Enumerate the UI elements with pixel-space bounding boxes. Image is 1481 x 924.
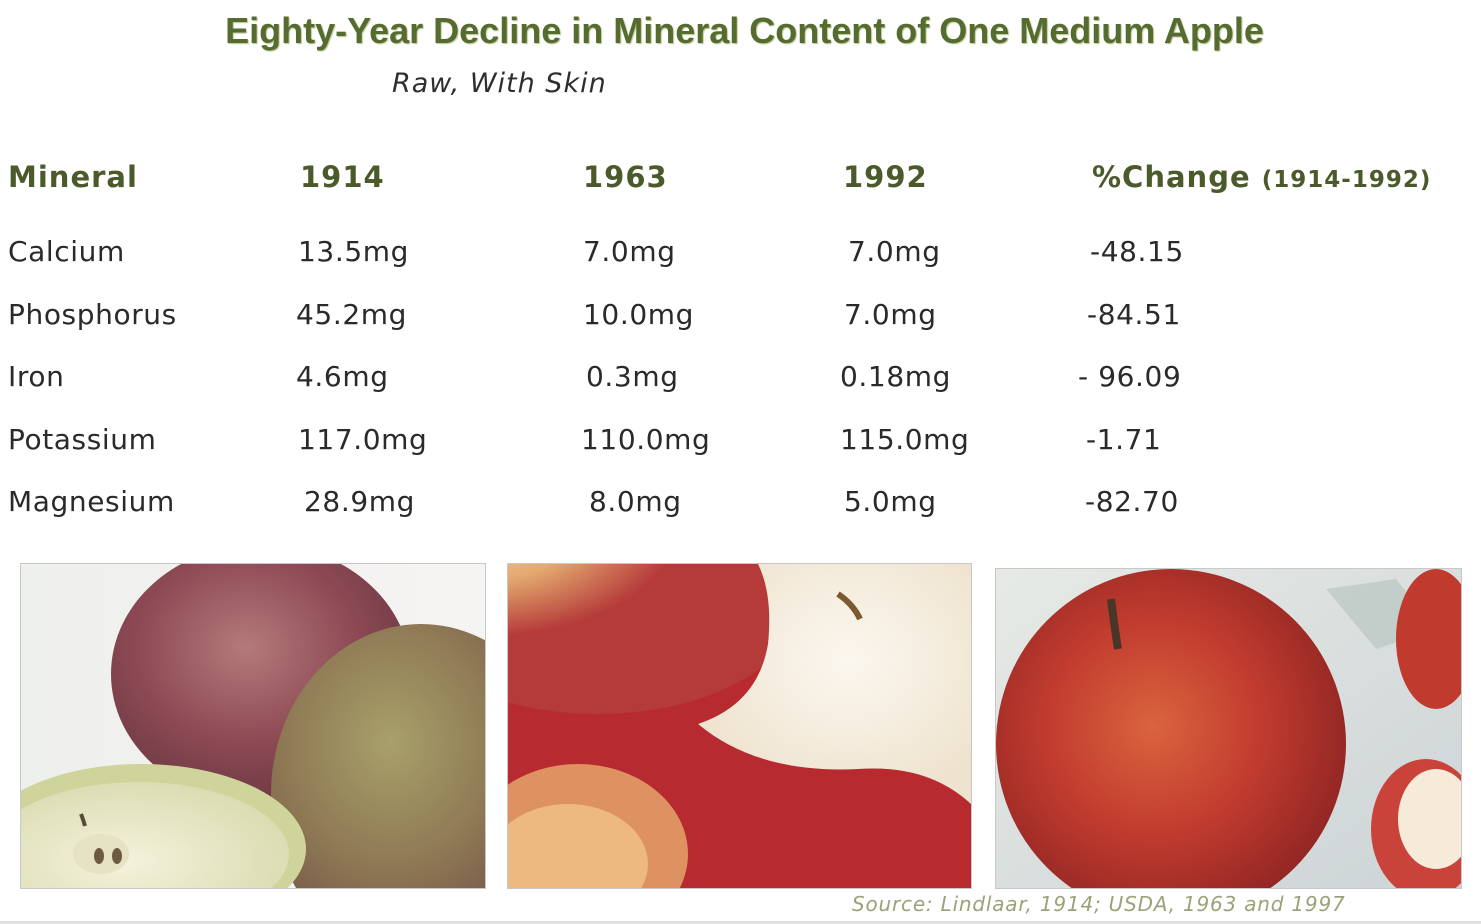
row-phosphorus-mineral: Phosphorus: [8, 298, 177, 331]
header-change-label: %Change: [1092, 160, 1251, 194]
row-calcium-1963: 7.0mg: [583, 235, 676, 268]
row-iron-change: - 96.09: [1078, 360, 1182, 393]
header-1992: 1992: [843, 160, 928, 194]
row-magnesium-mineral: Magnesium: [8, 485, 175, 518]
row-potassium-1992: 115.0mg: [840, 423, 970, 456]
row-calcium-1914: 13.5mg: [298, 235, 409, 268]
source-note: Source: Lindlaar, 1914; USDA, 1963 and 1…: [852, 892, 1346, 916]
row-phosphorus-1992: 7.0mg: [844, 298, 937, 331]
apple-photo-1: [20, 563, 486, 889]
header-1963: 1963: [583, 160, 668, 194]
row-phosphorus-1963: 10.0mg: [583, 298, 694, 331]
row-calcium-mineral: Calcium: [8, 235, 125, 268]
apple-photo-3: [995, 568, 1462, 889]
chart-subtitle: Raw, With Skin: [392, 68, 607, 99]
row-iron-1992: 0.18mg: [840, 360, 951, 393]
row-phosphorus-change: -84.51: [1087, 298, 1181, 331]
row-calcium-1992: 7.0mg: [848, 235, 941, 268]
mineral-table: Mineral 1914 1963 1992 %Change (1914-199…: [8, 160, 1431, 518]
row-magnesium-1992: 5.0mg: [844, 485, 937, 518]
chart-title: Eighty-Year Decline in Mineral Content o…: [225, 10, 1264, 51]
row-phosphorus-1914: 45.2mg: [296, 298, 407, 331]
row-potassium-1914: 117.0mg: [298, 423, 428, 456]
header-change-range: (1914-1992): [1261, 167, 1432, 193]
row-potassium-mineral: Potassium: [8, 423, 157, 456]
row-potassium-change: -1.71: [1086, 423, 1162, 456]
row-magnesium-1914: 28.9mg: [304, 485, 415, 518]
header-change: %Change (1914-1992): [1092, 160, 1431, 194]
header-mineral: Mineral: [8, 160, 138, 194]
row-magnesium-change: -82.70: [1085, 485, 1179, 518]
row-iron-1963: 0.3mg: [586, 360, 679, 393]
row-calcium-change: -48.15: [1090, 235, 1184, 268]
header-1914: 1914: [300, 160, 385, 194]
bottom-divider: [0, 921, 1481, 924]
apple-photo-2: [507, 563, 972, 889]
row-iron-mineral: Iron: [8, 360, 65, 393]
row-magnesium-1963: 8.0mg: [589, 485, 682, 518]
row-potassium-1963: 110.0mg: [581, 423, 711, 456]
row-iron-1914: 4.6mg: [296, 360, 389, 393]
